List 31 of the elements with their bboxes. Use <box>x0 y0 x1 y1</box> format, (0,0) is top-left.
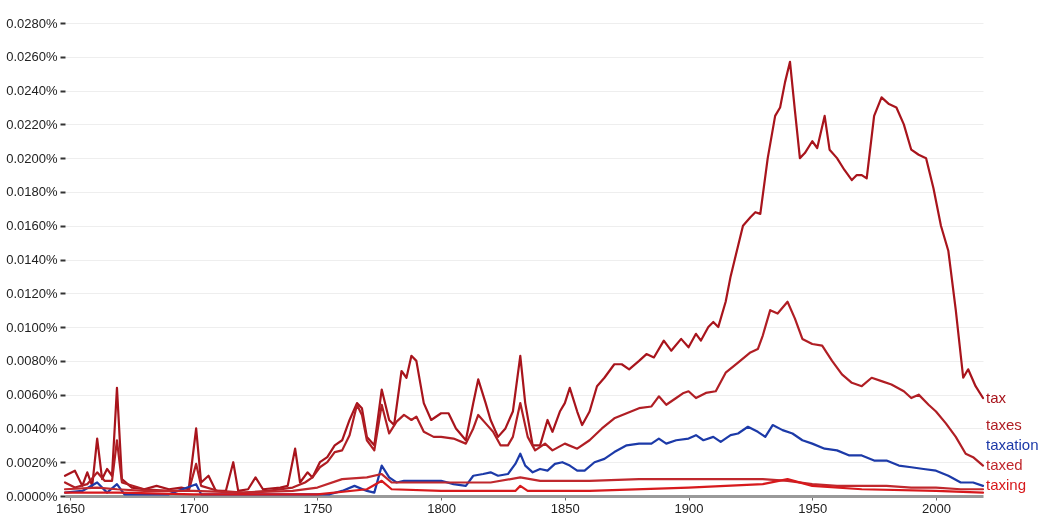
x-tick-label: 1750 <box>303 500 333 516</box>
y-tick-label: 0.0280% <box>6 15 58 31</box>
series-label: taxing <box>986 476 1027 493</box>
y-tick-label: 0.0240% <box>6 83 58 99</box>
y-tick-label: 0.0020% <box>6 454 58 470</box>
y-tick-label: 0.0180% <box>6 184 58 200</box>
series-label: taxes <box>986 416 1022 433</box>
x-tick-label: 1950 <box>798 500 828 516</box>
series-label: taxed <box>986 456 1023 473</box>
line-series <box>63 478 985 496</box>
y-tick-label: 0.0220% <box>6 116 58 132</box>
line-series <box>63 60 985 493</box>
x-tick-label: 1900 <box>674 500 704 516</box>
text: taxation <box>986 436 1039 453</box>
y-tick-label: 0.0080% <box>6 353 58 369</box>
line-series <box>63 472 985 494</box>
x-tick-label: 1700 <box>179 500 209 516</box>
y-tick-label: 0.0040% <box>6 420 58 436</box>
x-tick-label: 2000 <box>922 500 951 516</box>
y-tick-label: 0.0160% <box>6 218 58 234</box>
x-tick-label: 1650 <box>55 500 85 516</box>
y-tick-label: 0.0000% <box>6 488 58 504</box>
y-tick-label: 0.0100% <box>6 319 58 335</box>
x-tick-label: 1850 <box>550 500 580 516</box>
y-tick-label: 0.0200% <box>6 150 58 166</box>
x-tick-label: 1800 <box>427 500 457 516</box>
series-label: tax <box>986 389 1007 407</box>
y-tick-label: 0.0120% <box>6 285 58 301</box>
y-tick-label: 0.0060% <box>6 387 58 403</box>
y-tick-label: 0.0140% <box>6 252 58 267</box>
y-tick-label: 0.0260% <box>6 49 58 65</box>
